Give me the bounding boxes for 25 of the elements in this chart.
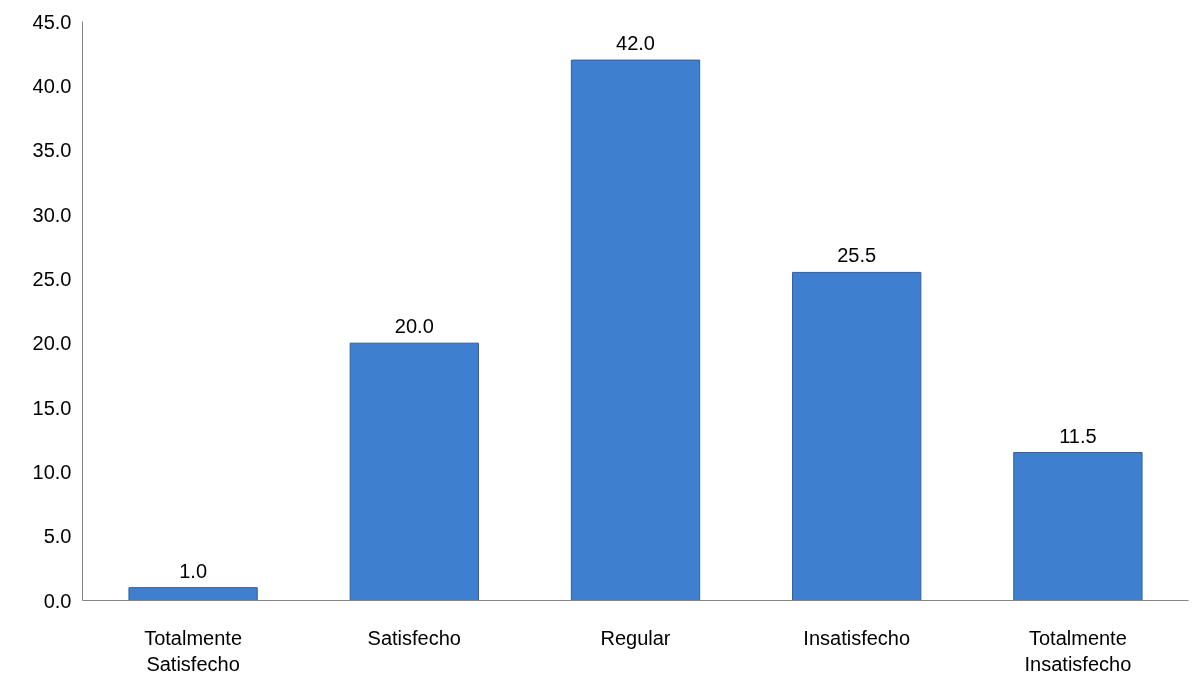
- x-tick-label: Satisfecho: [367, 626, 461, 649]
- y-tick-label: 30.0: [32, 203, 72, 226]
- x-tick-label: Regular: [600, 626, 671, 649]
- data-label: 42.0: [616, 32, 655, 55]
- y-tick-label: 40.0: [32, 74, 72, 97]
- bar: [792, 271, 922, 601]
- bar: [128, 587, 258, 601]
- y-tick-label: 35.0: [32, 139, 72, 162]
- bar: [570, 59, 701, 601]
- x-tick-label: Totalmente Satisfecho: [144, 626, 243, 675]
- y-tick-label: 20.0: [32, 332, 72, 355]
- y-tick-label: 5.0: [43, 525, 72, 548]
- x-tick-label: Totalmente Insatisfecho: [1024, 626, 1132, 675]
- data-label: 11.5: [1059, 424, 1097, 447]
- y-tick-label: 25.0: [32, 267, 72, 290]
- y-tick-label: 10.0: [32, 460, 72, 483]
- bar: [1013, 452, 1143, 601]
- data-label: 25.5: [837, 244, 877, 267]
- data-label: 1.0: [179, 559, 208, 582]
- x-tick-label: Insatisfecho: [803, 626, 911, 649]
- y-tick-label: 45.0: [32, 10, 72, 33]
- y-tick-label: 15.0: [32, 396, 72, 419]
- data-label: 20.0: [394, 315, 434, 338]
- y-tick-label: 0.0: [43, 589, 72, 612]
- bar: [349, 342, 479, 601]
